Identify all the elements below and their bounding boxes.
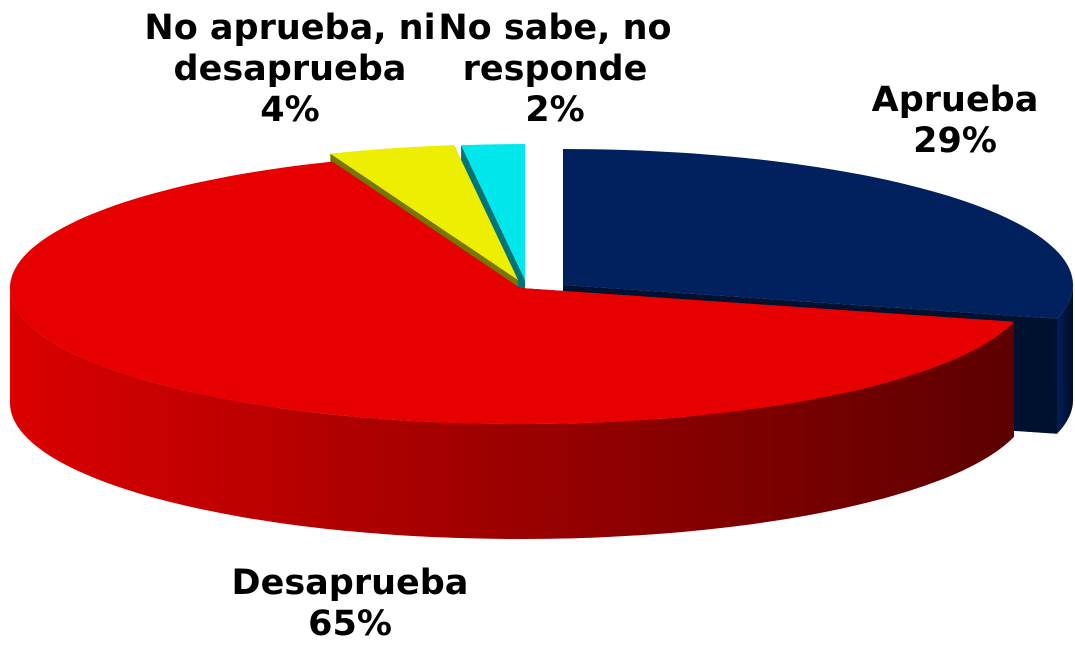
slice-wall-shade: [1057, 285, 1073, 434]
label-value: 4%: [260, 90, 320, 130]
slice: [9, 161, 1015, 425]
label-category: No aprueba, ni desaprueba: [144, 8, 436, 89]
label-category: No sabe, no responde: [438, 8, 672, 89]
label-category: Desaprueba: [231, 563, 469, 603]
slice-label: No aprueba, ni desaprueba 4%: [140, 8, 440, 131]
slice: [563, 149, 1074, 319]
slice: [461, 144, 525, 280]
slice-label: Aprueba 29%: [825, 80, 1075, 162]
slice-label: No sabe, no responde 2%: [435, 8, 675, 131]
label-category: Aprueba: [871, 80, 1039, 120]
slice: [330, 145, 518, 280]
slice-label: Desaprueba 65%: [190, 563, 510, 645]
label-value: 2%: [525, 90, 585, 130]
label-value: 65%: [308, 604, 392, 644]
slice-wall-shade: [10, 288, 1014, 540]
label-value: 29%: [913, 121, 997, 161]
